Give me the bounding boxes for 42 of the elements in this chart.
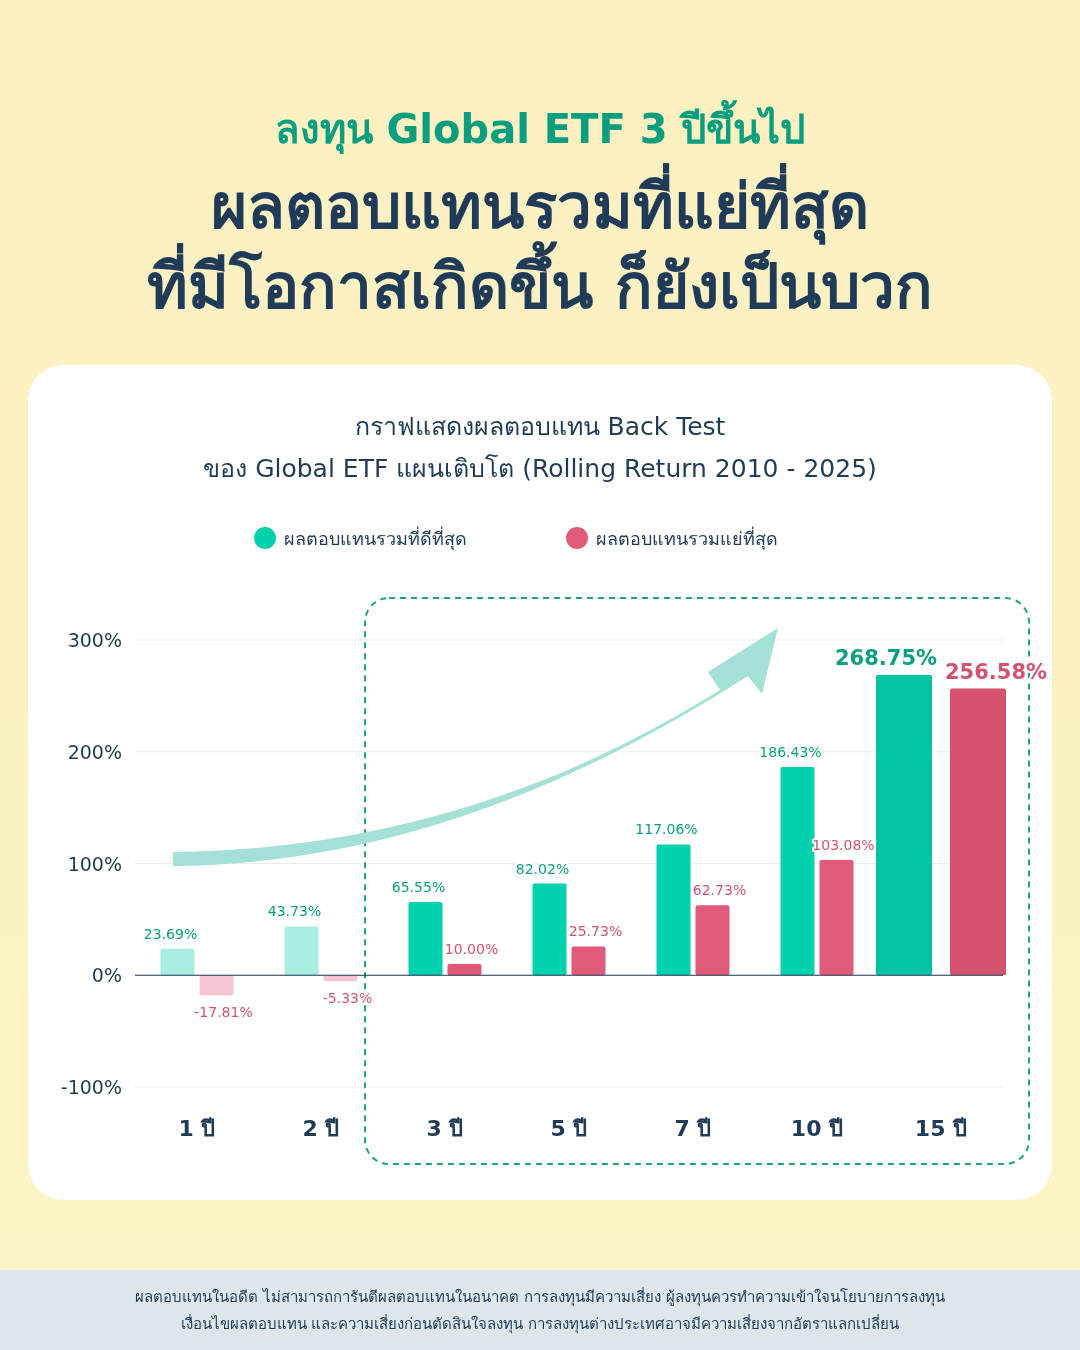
y-tick-label: 300%	[67, 629, 122, 651]
data-label: 65.55%	[391, 879, 446, 895]
bar	[571, 946, 606, 976]
data-label: 268.75%	[834, 645, 938, 670]
data-label: 10.00%	[444, 941, 499, 958]
bar	[408, 902, 443, 976]
x-tick-label: 2 ปี	[302, 1116, 340, 1141]
bar	[199, 975, 234, 996]
data-label: 82.02%	[515, 860, 570, 877]
chart-subtitle: ผลตอบแทนรวมที่แย่ที่สุด ที่มีโอกาสเกิดขึ้น ก็ยังเป็นบวก	[147, 163, 933, 323]
x-tick-label: 1 ปี	[178, 1116, 216, 1141]
bar	[160, 948, 195, 976]
bar	[447, 964, 482, 976]
bar	[284, 926, 319, 976]
data-label: -5.33%	[322, 990, 373, 1007]
x-tick-label: 10 ปี	[790, 1116, 844, 1141]
y-tick-label: 0%	[91, 964, 122, 987]
y-tick-label: -100%	[60, 1076, 122, 1098]
y-tick-label: 200%	[67, 740, 122, 763]
x-tick-label: 15 ปี	[914, 1116, 968, 1141]
bar	[695, 905, 730, 976]
bar	[780, 766, 815, 976]
data-label: 256.58%	[944, 659, 1048, 684]
data-label: 186.43%	[759, 743, 822, 760]
bar	[819, 860, 854, 976]
legend-label: ผลตอบแทนรวมแย่ที่สุด	[596, 526, 778, 550]
x-tick-label: 5 ปี	[550, 1116, 588, 1141]
legend-label: ผลตอบแทนรวมที่ดีที่สุด	[284, 526, 467, 550]
data-label: -17.81%	[194, 1004, 253, 1021]
text: กราฟแสดงผลตอบแทน Back Test ของ Global ETF แผนเติบโต (Rolling Return 2010 - 2025)	[203, 412, 877, 483]
x-tick-label: 7 ปี	[674, 1116, 712, 1141]
chart-title: ลงทุน Global ETF 3 ปีขึ้นไป	[274, 100, 806, 155]
bar	[656, 844, 691, 976]
y-tick-label: 100%	[67, 852, 122, 875]
text: ผลตอบแทนในอดีต ไม่สามารถการันตีผลตอบแทนในอนาคต การลงทุนมีความเสี่ยง ผู้ลงทุนควรทำความเข้าใจนโยบายการลงทุน เงื่อนไขผลตอบแทน และความเสี่ยงก่อนตัดสินใจลงทุน การลงทุนต่างประเทศอาจมีความเสี่ยงจากอัตราแลกเปลี่ยน	[135, 1286, 945, 1334]
data-label: 62.73%	[692, 882, 747, 899]
x-tick-label: 3 ปี	[426, 1116, 464, 1141]
bar	[532, 883, 567, 976]
data-label: 25.73%	[568, 923, 623, 940]
data-label: 23.69%	[143, 925, 198, 942]
data-label: 117.06%	[635, 821, 698, 838]
data-label: 43.73%	[267, 903, 322, 920]
